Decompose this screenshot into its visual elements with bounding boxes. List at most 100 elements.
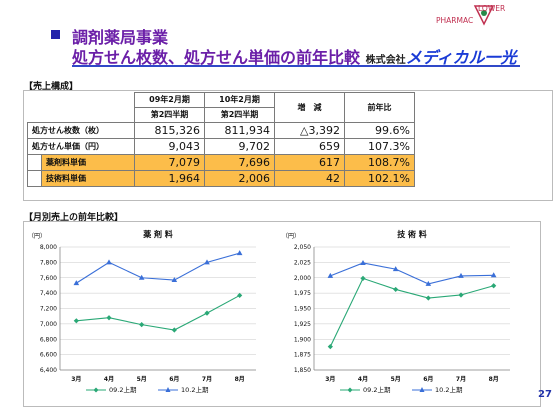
row-label: 薬剤料単価	[41, 154, 135, 171]
row-label: 処方せん枚数（枚）	[27, 122, 135, 139]
monthly-heading: 【月別売上の前年比較】	[24, 213, 124, 223]
data-point	[171, 277, 178, 283]
series-line	[76, 252, 240, 284]
corp-brand-logo: メディカル一光	[405, 48, 517, 67]
subtitle-text: 処方せん枚数、処方せん単価の前年比較	[72, 48, 361, 67]
legend-label: 10.2上期	[181, 385, 209, 394]
y-tick-label: 1,900	[294, 336, 311, 343]
data-point	[236, 250, 243, 256]
col-header-2-line2: 第2四半期	[204, 107, 275, 123]
x-tick-label: 5月	[137, 375, 147, 383]
chart-drug-fee: 薬 剤 料 （円） 6,400 6,600 6,800 7,000 7,200 7,400 7,…	[28, 229, 256, 394]
table-row: 処方せん枚数（枚） 815,326 811,934 △3,392 99.6%	[27, 122, 415, 139]
data-point	[458, 272, 464, 278]
data-point	[171, 327, 177, 333]
flower-logo-icon	[473, 5, 495, 26]
y-axis-unit-label: （円）	[282, 233, 300, 240]
y-tick-label: 1,875	[294, 352, 311, 359]
col-header-4: 前年比	[344, 92, 415, 123]
cell-value: 99.6%	[344, 122, 415, 139]
table-header-row-2: 第2四半期 第2四半期	[28, 107, 415, 123]
cell-value: 107.3%	[344, 138, 415, 155]
cell-value: 1,964	[134, 170, 205, 187]
col-header-1-line2: 第2四半期	[134, 107, 205, 123]
cell-value: 7,696	[204, 154, 275, 171]
x-tick-label: 5月	[391, 375, 401, 383]
data-point	[106, 315, 112, 321]
data-point	[237, 292, 243, 299]
data-point	[73, 318, 79, 324]
data-point	[392, 266, 399, 272]
cell-value: 9,043	[134, 138, 205, 155]
y-tick-label: 1,950	[294, 306, 311, 313]
y-tick-label: 7,600	[40, 275, 57, 282]
header-blank	[27, 92, 135, 123]
data-point	[73, 280, 80, 286]
x-tick-label: 8月	[489, 375, 499, 383]
cell-value: 108.7%	[344, 154, 415, 171]
row-indent	[27, 170, 42, 187]
data-point	[327, 344, 333, 350]
legend-marker	[419, 387, 425, 392]
y-tick-label: 2,000	[294, 275, 311, 282]
y-tick-label: 1,850	[294, 367, 311, 374]
data-point	[491, 283, 497, 289]
data-point	[393, 286, 399, 293]
series-line	[76, 294, 240, 331]
chart-title: 薬 剤 料	[142, 229, 173, 239]
y-tick-label: 1,925	[294, 321, 311, 328]
title-underline	[72, 65, 520, 67]
cell-value: 7,079	[134, 154, 205, 171]
series-line	[329, 277, 494, 347]
y-axis-unit-label: （円）	[28, 233, 46, 240]
logo-text-left: PHARMAC	[436, 16, 474, 25]
y-tick-label: 6,400	[40, 367, 57, 374]
row-indent	[27, 154, 42, 171]
col-header-2-line1: 10年2月期	[204, 92, 275, 108]
row-label: 技術料単価	[41, 170, 135, 187]
y-tick-label: 7,200	[40, 306, 57, 313]
cell-value: 815,326	[134, 122, 205, 139]
y-tick-label: 2,025	[294, 259, 311, 266]
cell-value: △3,392	[274, 122, 345, 139]
y-tick-label: 7,800	[40, 259, 57, 266]
title-bullet	[51, 30, 60, 39]
cell-value: 659	[274, 138, 345, 155]
col-header-3: 増 減	[274, 92, 345, 123]
x-tick-label: 8月	[235, 375, 245, 383]
data-point	[204, 310, 210, 316]
data-point	[425, 280, 432, 286]
row-label: 処方せん単価（円）	[27, 138, 135, 155]
data-point	[458, 292, 464, 298]
table-row-sub: 薬剤料単価 7,079 7,696 617 108.7%	[27, 154, 415, 171]
data-point	[138, 274, 145, 280]
logo-text-right: LOWER	[478, 4, 506, 13]
cell-value: 9,702	[204, 138, 275, 155]
y-tick-label: 1,975	[294, 290, 311, 297]
x-tick-label: 6月	[423, 375, 433, 383]
chart-tech-fee: 技 術 料 （円） 1,850 1,875 1,900 1,925 1,950 1,975 2,…	[282, 229, 510, 394]
x-tick-label: 4月	[358, 375, 368, 383]
table-row: 処方せん単価（円） 9,043 9,702 659 107.3%	[27, 138, 415, 155]
data-point	[360, 275, 366, 281]
x-tick-label: 3月	[325, 375, 335, 383]
table-header-row: 09年2月期 10年2月期 増 減 前年比	[27, 92, 415, 123]
x-tick-label: 4月	[104, 375, 114, 383]
legend-marker	[93, 387, 99, 393]
y-tick-label: 6,600	[40, 352, 57, 359]
y-tick-label: 7,000	[40, 321, 57, 328]
col-header-1-line1: 09年2月期	[134, 92, 205, 108]
corp-prefix: 株式会社	[365, 55, 406, 66]
legend-label: 09.2上期	[363, 385, 391, 394]
x-tick-label: 7月	[456, 375, 466, 383]
x-tick-label: 3月	[71, 375, 81, 383]
sales-table: 09年2月期 10年2月期 増 減 前年比 第2四半期 第2四半期 処方せん枚数…	[27, 92, 415, 187]
legend-marker	[165, 387, 171, 392]
data-point	[425, 295, 431, 301]
legend-marker	[347, 387, 353, 393]
data-point	[139, 322, 145, 328]
data-point	[327, 272, 334, 278]
data-point	[360, 259, 366, 265]
data-point	[204, 259, 210, 265]
